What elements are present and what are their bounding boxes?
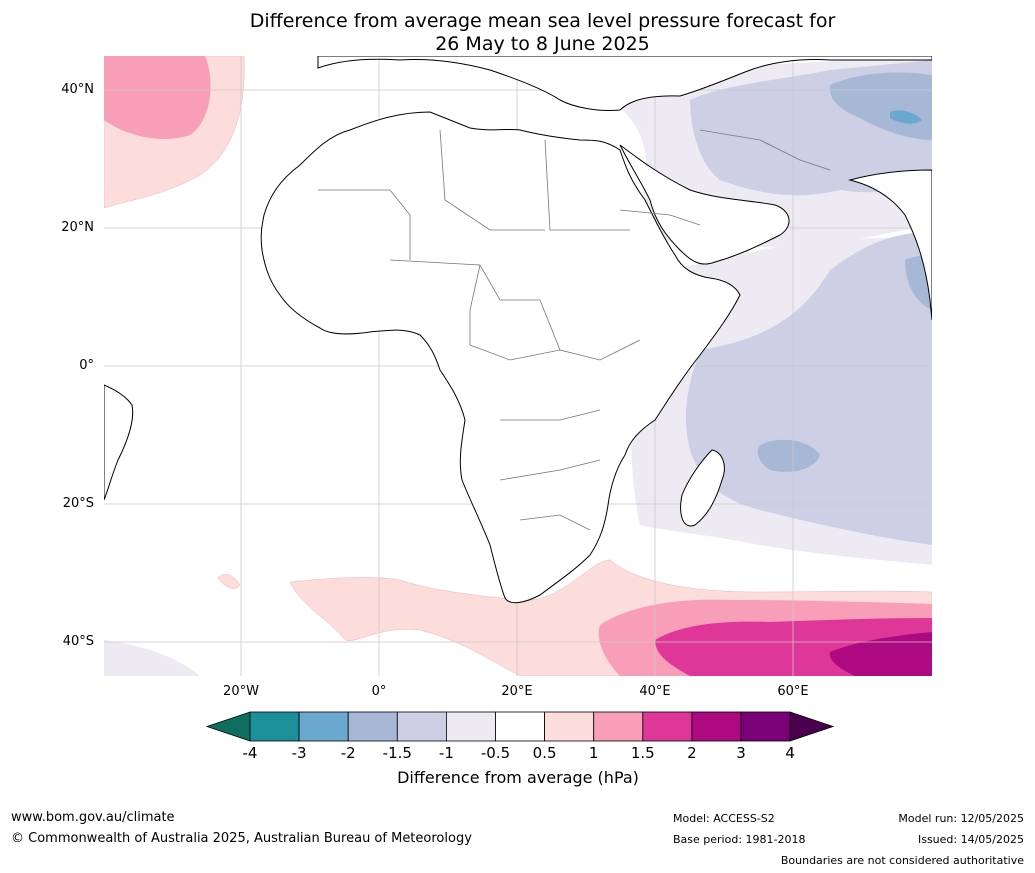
lat-label-40n: 40°N — [61, 82, 94, 97]
colorbar-tick-label: 1 — [588, 744, 599, 762]
europe-coastline — [317, 56, 932, 111]
indian-ocean-negative-region — [685, 232, 932, 545]
cape-verde-positive-patch — [217, 574, 241, 589]
colorbar-tick-label: 3 — [736, 744, 746, 762]
website-link[interactable]: www.bom.gov.au/climate — [11, 810, 175, 825]
model-run-text: Model run: 12/05/2025 — [898, 812, 1024, 825]
colorbar-segment — [642, 711, 693, 742]
madagascar-east-moderate-negative-region — [757, 439, 820, 472]
base-period-text: Base period: 1981-2018 — [673, 833, 806, 846]
lat-label-20s: 20°S — [62, 496, 94, 511]
himalaya-strong-negative-region — [890, 110, 922, 124]
model-text: Model: ACCESS-S2 — [673, 812, 775, 825]
colorbar-segment — [691, 711, 742, 742]
colorbar-segment — [445, 711, 496, 742]
colorbar-extend-low — [205, 711, 251, 742]
colorbar-segment — [593, 711, 644, 742]
issued-text: Issued: 14/05/2025 — [917, 833, 1024, 846]
south-atlantic-weak-negative-region — [104, 640, 200, 676]
india-coastline — [848, 169, 932, 321]
lon-label-40e: 40°E — [639, 684, 671, 699]
africa-coastline — [260, 111, 741, 604]
colorbar-segment — [396, 711, 447, 742]
lat-label-40s: 40°S — [62, 634, 94, 649]
nw-atlantic-positive-region — [104, 56, 211, 140]
colorbar-tick-label: -1.5 — [382, 744, 412, 762]
colorbar-segment — [544, 711, 595, 742]
madagascar-coastline — [680, 449, 725, 527]
country-borders — [318, 129, 831, 531]
colorbar-tick-label: 2 — [687, 744, 697, 762]
lat-label-equator: 0° — [79, 358, 94, 373]
colorbar-label: Difference from average (hPa) — [397, 768, 639, 787]
colorbar-tick-label: 4 — [785, 744, 795, 762]
title-line-2: 26 May to 8 June 2025 — [435, 33, 650, 55]
lon-label-0: 0° — [371, 684, 387, 699]
lat-label-20n: 20°N — [61, 220, 94, 235]
colorbar-segment — [740, 711, 791, 742]
colorbar-tick-label: -1 — [438, 744, 454, 762]
colorbar-tick-label: -4 — [242, 744, 258, 762]
southern-ocean-very-strong-positive-region — [829, 632, 932, 676]
disclaimer-text: Boundaries are not considered authoritat… — [780, 854, 1024, 867]
coastlines — [104, 56, 932, 604]
colorbar-tick-label: 1.5 — [630, 744, 655, 762]
colorbar-segment — [495, 711, 545, 742]
arabia-coastline — [619, 144, 790, 265]
anomaly-fields — [104, 56, 932, 676]
colorbar-segment — [249, 711, 300, 742]
colorbar-tick-label: -2 — [340, 744, 356, 762]
map-title: Difference from average mean sea level p… — [0, 10, 1035, 56]
colorbar-tick-label: -0.5 — [480, 744, 511, 762]
lon-label-20e: 20°E — [501, 684, 533, 699]
title-line-1: Difference from average mean sea level p… — [249, 10, 836, 32]
colorbar-tick-label: -3 — [291, 744, 307, 762]
colorbar-segment — [298, 711, 349, 742]
south-america-coastline — [104, 384, 134, 501]
copyright-text: © Commonwealth of Australia 2025, Austra… — [11, 831, 472, 846]
colorbar-tick-label: 0.5 — [532, 744, 557, 762]
colorbar-extend-high — [789, 711, 835, 742]
lon-label-20w: 20°W — [223, 684, 259, 699]
colorbar-segment — [347, 711, 398, 742]
lon-label-60e: 60°E — [777, 684, 809, 699]
